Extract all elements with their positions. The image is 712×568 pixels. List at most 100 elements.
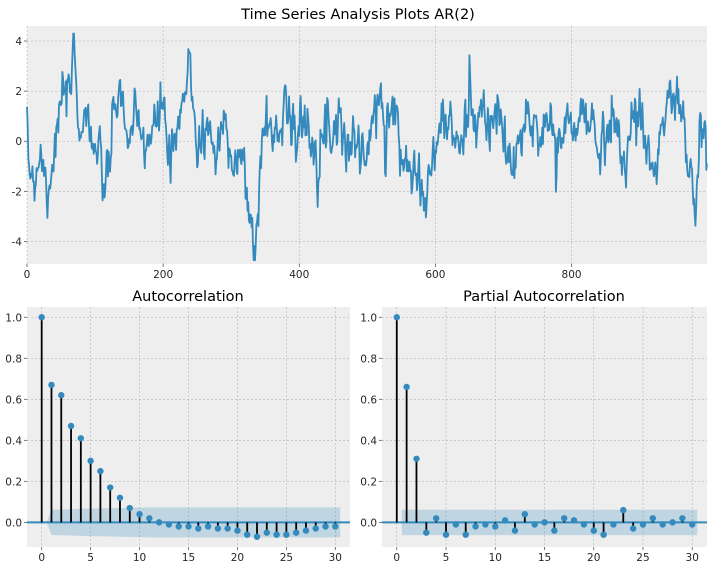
y-tick-label: -4: [12, 236, 23, 248]
x-tick-label: 25: [280, 552, 293, 564]
stem-marker: [38, 314, 45, 321]
y-tick-label: 0.0: [5, 517, 22, 529]
y-tick-label: 0.4: [5, 435, 22, 447]
stem-marker: [146, 515, 153, 522]
stem-marker: [462, 531, 469, 538]
y-tick-label: 0.6: [5, 394, 22, 406]
stem-marker: [322, 523, 329, 530]
stem-marker: [669, 519, 676, 526]
x-tick-label: 600: [425, 269, 445, 281]
x-tick-label: 10: [489, 552, 502, 564]
stem-marker: [501, 517, 509, 524]
stem-marker: [195, 525, 202, 532]
stem-marker: [620, 506, 627, 514]
x-tick-label: 30: [686, 552, 699, 564]
x-tick-label: 15: [182, 552, 195, 564]
x-tick-label: 20: [587, 552, 600, 564]
stem-marker: [185, 523, 192, 530]
stem-marker: [403, 383, 410, 391]
stem-marker: [116, 494, 124, 501]
stem-marker: [214, 525, 222, 532]
stem-marker: [551, 527, 558, 534]
y-tick-label: 0.4: [360, 435, 377, 447]
stem-marker: [136, 510, 143, 518]
x-tick-label: 25: [636, 552, 649, 564]
stem-marker: [67, 422, 75, 430]
y-tick-label: 0.0: [360, 517, 377, 529]
stem-marker: [590, 527, 597, 534]
acf-title: Autocorrelation: [132, 289, 243, 305]
y-tick-label: 0.2: [360, 476, 377, 488]
stem-marker: [393, 314, 400, 321]
stem-marker: [273, 531, 280, 538]
stem-marker: [689, 521, 696, 528]
timeseries-grid: [26, 26, 707, 264]
x-tick-label: 0: [24, 269, 31, 281]
stem-marker: [332, 523, 339, 530]
stem-marker: [204, 523, 212, 530]
stem-marker: [521, 510, 529, 518]
timeseries-line: [26, 32, 708, 262]
stem-marker: [531, 521, 538, 528]
x-tick-label: 200: [153, 269, 173, 281]
stem-marker: [244, 531, 251, 538]
pacf-stems-group: [382, 314, 707, 538]
stem-marker: [175, 523, 182, 530]
stem-marker: [283, 531, 290, 538]
y-tick-label: 0.2: [5, 476, 22, 488]
stem-marker: [541, 519, 548, 526]
y-tick-label: 2: [15, 86, 22, 98]
y-tick-label: -2: [12, 186, 22, 198]
stem-marker: [482, 521, 489, 528]
x-tick-label: 30: [329, 552, 342, 564]
stem-marker: [77, 435, 85, 442]
y-tick-label: 0.8: [360, 353, 377, 365]
x-tick-label: 20: [231, 552, 244, 564]
timeseries-ticks: 0 200 400 600 800 -4 -2 0 2 4: [12, 36, 582, 281]
stem-marker: [570, 517, 578, 524]
stem-marker: [423, 529, 430, 536]
stem-marker: [659, 521, 666, 528]
y-tick-label: 1.0: [360, 312, 377, 324]
stem-marker: [600, 531, 607, 538]
stem-marker: [639, 521, 647, 528]
x-tick-label: 0: [393, 552, 400, 564]
stem-marker: [97, 467, 104, 475]
stem-marker: [610, 521, 617, 528]
x-tick-label: 15: [538, 552, 551, 564]
stem-marker: [253, 533, 261, 540]
stem-marker: [679, 515, 686, 522]
stem-marker: [560, 515, 568, 522]
stem-marker: [292, 529, 300, 536]
stem-marker: [155, 519, 163, 526]
x-tick-label: 800: [562, 269, 582, 281]
x-tick-label: 0: [38, 552, 45, 564]
x-tick-label: 400: [289, 269, 309, 281]
stem-marker: [580, 521, 588, 528]
stem-marker: [58, 392, 65, 399]
stem-marker: [48, 381, 55, 389]
x-tick-label: 5: [443, 552, 450, 564]
stem-marker: [472, 523, 479, 530]
stem-marker: [511, 527, 519, 534]
stem-marker: [165, 521, 173, 528]
stem-marker: [263, 529, 271, 536]
acf-panel: 0 5 10 15 20 25 30 0.0 0.2 0.4 0.6 0.8 1.0 Autocorre…: [5, 289, 350, 564]
stem-marker: [234, 527, 241, 534]
timeseries-title: Time Series Analysis Plots AR(2): [240, 7, 475, 23]
stem-marker: [224, 525, 231, 532]
pacf-panel: 0 5 10 15 20 25 30 0.0 0.2 0.4 0.6 0.8 1.0 Partial A…: [360, 289, 707, 564]
stem-marker: [87, 457, 94, 465]
stem-marker: [442, 531, 450, 538]
pacf-title: Partial Autocorrelation: [463, 289, 625, 305]
x-tick-label: 5: [87, 552, 94, 564]
stem-marker: [106, 484, 114, 491]
acf-stems-group: [27, 314, 350, 540]
stem-marker: [312, 525, 319, 532]
y-tick-label: 0.6: [360, 394, 377, 406]
stem-marker: [432, 515, 440, 522]
stem-marker: [302, 527, 310, 534]
y-tick-label: 0: [15, 136, 22, 148]
timeseries-panel: 0 200 400 600 800 -4 -2 0 2 4 Time Series Analysi…: [12, 7, 708, 281]
